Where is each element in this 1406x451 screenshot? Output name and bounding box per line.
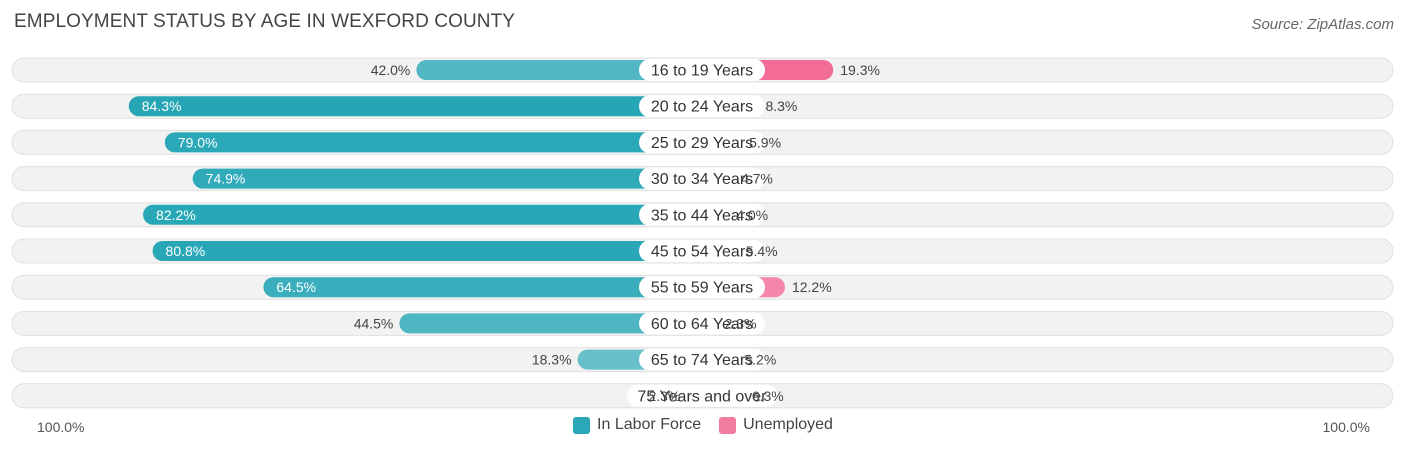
category-label: 65 to 74 Years bbox=[651, 352, 753, 369]
category-label: 75 Years and over bbox=[638, 388, 768, 405]
value-label-unemployed: 4.7% bbox=[741, 171, 773, 187]
category-label: 60 to 64 Years bbox=[651, 316, 753, 333]
category-label: 30 to 34 Years bbox=[651, 171, 753, 188]
value-label-labor: 74.9% bbox=[206, 171, 246, 187]
value-label-labor: 64.5% bbox=[276, 279, 316, 295]
legend-label-labor: In Labor Force bbox=[597, 416, 702, 433]
category-pill bbox=[639, 59, 765, 81]
category-label: 55 to 59 Years bbox=[651, 280, 753, 297]
category-pill bbox=[639, 348, 765, 371]
bar-labor bbox=[192, 168, 702, 189]
legend-swatch-labor bbox=[573, 416, 591, 434]
category-label: 25 to 29 Years bbox=[651, 135, 753, 152]
value-label-labor: 44.5% bbox=[354, 315, 394, 331]
legend-item-labor[interactable]: In Labor Force bbox=[573, 416, 701, 434]
category-pill bbox=[639, 240, 765, 262]
category-pill bbox=[639, 203, 765, 226]
category-label: 20 to 24 Years bbox=[651, 99, 753, 116]
legend-label-unemployed: Unemployed bbox=[743, 416, 833, 433]
category-pill bbox=[639, 131, 765, 154]
value-label-unemployed: 8.3% bbox=[765, 98, 797, 114]
value-label-labor: 79.0% bbox=[178, 134, 218, 150]
chart-title: EMPLOYMENT STATUS BY AGE IN WEXFORD COUN… bbox=[14, 11, 516, 32]
category-pill bbox=[639, 95, 765, 118]
category-pill bbox=[639, 276, 765, 299]
value-label-unemployed: 12.2% bbox=[792, 279, 832, 295]
bar-labor bbox=[143, 204, 703, 225]
category-pill bbox=[639, 312, 765, 335]
bar-labor bbox=[128, 96, 702, 117]
category-label: 16 to 19 Years bbox=[651, 63, 753, 80]
bar-labor bbox=[416, 60, 702, 80]
bar-labor bbox=[152, 241, 702, 261]
value-label-unemployed: 5.9% bbox=[749, 134, 781, 150]
value-label-labor: 2.3% bbox=[648, 388, 680, 404]
axis-right-label: 100.0% bbox=[1322, 419, 1370, 435]
bar-labor bbox=[263, 277, 702, 298]
bar-labor bbox=[399, 313, 702, 334]
category-pill bbox=[627, 384, 777, 407]
value-label-labor: 18.3% bbox=[532, 352, 572, 368]
legend: In Labor Force Unemployed bbox=[0, 416, 1406, 434]
value-label-labor: 82.2% bbox=[156, 207, 196, 223]
bar-labor bbox=[164, 132, 703, 153]
axis-left-label: 100.0% bbox=[37, 419, 85, 435]
value-label-labor: 84.3% bbox=[142, 98, 182, 114]
value-label-unemployed: 5.2% bbox=[744, 352, 776, 368]
value-label-unemployed: 19.3% bbox=[840, 62, 880, 78]
value-label-labor: 80.8% bbox=[166, 243, 206, 259]
category-label: 35 to 44 Years bbox=[651, 207, 753, 224]
chart-source: Source: ZipAtlas.com bbox=[1251, 16, 1394, 33]
value-label-unemployed: 2.3% bbox=[725, 315, 757, 331]
category-label: 45 to 54 Years bbox=[651, 244, 753, 261]
value-label-unemployed: 4.0% bbox=[736, 207, 768, 223]
legend-swatch-unemployed bbox=[719, 416, 737, 434]
value-label-unemployed: 5.4% bbox=[746, 243, 778, 259]
value-label-unemployed: 6.3% bbox=[752, 388, 784, 404]
category-pill bbox=[639, 167, 765, 190]
legend-item-unemployed[interactable]: Unemployed bbox=[719, 416, 833, 434]
value-label-labor: 42.0% bbox=[371, 62, 411, 78]
